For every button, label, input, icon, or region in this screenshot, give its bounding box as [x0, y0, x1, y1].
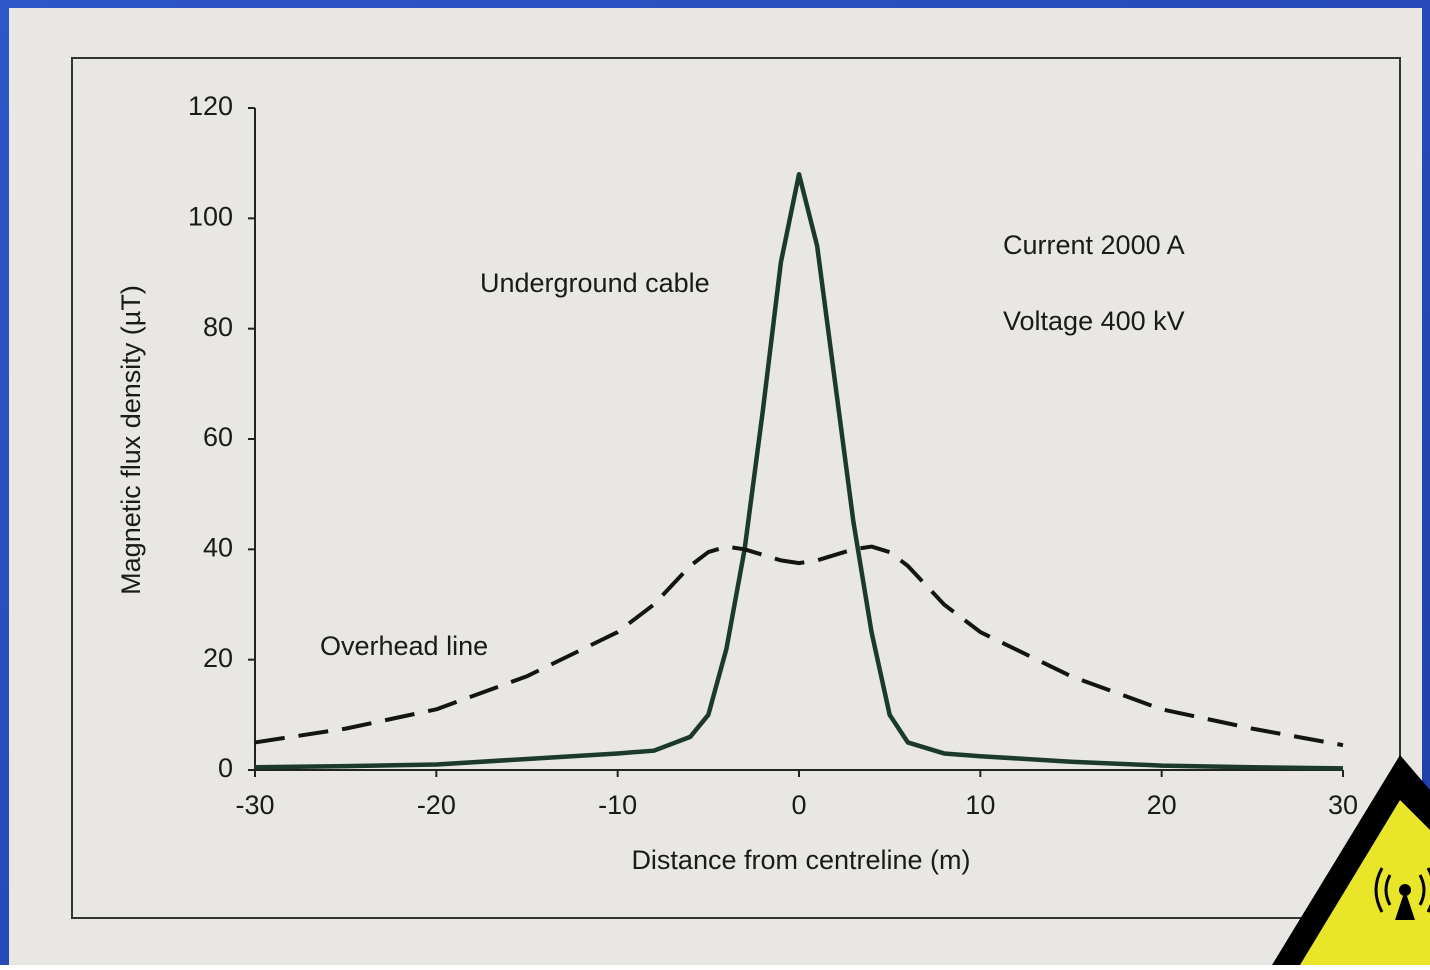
warning-icon — [1272, 755, 1430, 965]
y-tick-label: 80 — [203, 312, 233, 342]
y-tick-label: 100 — [188, 201, 233, 231]
x-tick-label: 20 — [1147, 790, 1177, 820]
x-tick-label: -20 — [417, 790, 456, 820]
paper — [9, 8, 1422, 965]
x-tick-label: 30 — [1328, 790, 1358, 820]
x-tick-label: -10 — [598, 790, 637, 820]
y-tick-label: 60 — [203, 422, 233, 452]
x-tick-label: -30 — [235, 790, 274, 820]
series-label: Underground cable — [480, 268, 710, 298]
y-tick-label: 120 — [188, 91, 233, 121]
series-line — [254, 171, 1344, 771]
x-tick-label: 0 — [791, 790, 806, 820]
y-tick-label: 20 — [203, 643, 233, 673]
annotation: Voltage 400 kV — [1003, 306, 1185, 336]
series-line — [254, 544, 1344, 748]
series-label: Overhead line — [320, 631, 488, 661]
y-axis-label: Magnetic flux density (µT) — [116, 285, 146, 595]
y-tick-label: 0 — [218, 753, 233, 783]
x-tick-label: 10 — [965, 790, 995, 820]
x-axis-label: Distance from centreline (m) — [631, 845, 970, 875]
y-tick-label: 40 — [203, 532, 233, 562]
chart-frame — [71, 57, 1401, 919]
annotation: Current 2000 A — [1003, 230, 1185, 260]
